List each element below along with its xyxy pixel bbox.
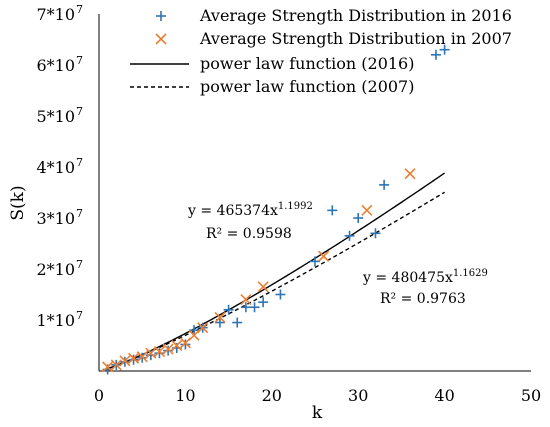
- data-point-2016: [128, 354, 139, 365]
- legend-symbol: [156, 11, 166, 21]
- x-tick-label: 50: [521, 386, 541, 405]
- data-point-2007: [197, 322, 209, 334]
- data-point-2007: [162, 343, 174, 355]
- y-tick-label-exponent: 7: [76, 54, 83, 67]
- data-point-2016: [258, 297, 269, 308]
- fit-r2-2016: R² = 0.9598: [206, 226, 292, 242]
- data-point-2007: [110, 359, 122, 371]
- legend-entry: power law function (2007): [130, 77, 414, 96]
- data-point-2016: [214, 317, 225, 328]
- y-tick-label-exponent: 7: [76, 105, 83, 118]
- data-point-2007: [214, 311, 226, 324]
- data-point-2007: [127, 352, 140, 364]
- y-tick-label-exponent: 7: [76, 3, 83, 16]
- data-point-2016: [275, 289, 286, 300]
- y-tick-label: 3*10: [36, 209, 75, 228]
- data-point-2007: [102, 361, 114, 373]
- x-tick-label: 10: [175, 386, 195, 405]
- data-point-2016: [344, 230, 355, 241]
- legend: Average Strength Distribution in 2016 Ave…: [130, 6, 512, 96]
- legend-label: power law function (2007): [200, 77, 414, 96]
- fit-equation-2007-base: y = 480475x: [362, 270, 453, 286]
- data-point-2007: [136, 351, 148, 363]
- y-tick-label: 4*10: [36, 158, 75, 177]
- fit-equation-2007: y = 480475x1.1629: [362, 268, 488, 286]
- y-tick-label: 1*10: [36, 311, 75, 330]
- data-point-2007: [119, 355, 131, 367]
- legend-entry: Average Strength Distribution in 2007: [155, 29, 512, 48]
- x-tick-label: 20: [262, 386, 282, 405]
- data-point-2016: [430, 49, 441, 60]
- data-point-2007: [240, 294, 252, 306]
- y-axis-label: S(k): [8, 185, 28, 220]
- fit-annotation-2016: y = 465374x1.1992 R² = 0.9598: [187, 201, 313, 242]
- data-point-2016: [223, 304, 234, 315]
- fit-equation-2016-base: y = 465374x: [187, 203, 278, 219]
- axes: [98, 14, 531, 372]
- data-point-2016: [353, 213, 364, 223]
- fit-equation-2016: y = 465374x1.1992: [187, 201, 313, 219]
- fit-annotation-2007: y = 480475x1.1629 R² = 0.9763: [362, 268, 488, 307]
- legend-label: Average Strength Distribution in 2007: [199, 29, 512, 48]
- x-tick-labels: 0 10 20 30 40 50: [94, 386, 541, 405]
- data-point-2007: [257, 281, 269, 293]
- data-point-2007: [404, 168, 416, 180]
- x-axis-label: k: [312, 403, 323, 423]
- data-point-2007: [153, 346, 166, 358]
- data-point-2016: [310, 256, 320, 267]
- data-point-2016: [232, 317, 243, 328]
- fit-line-2007: [107, 191, 445, 370]
- y-tick-label-exponent: 7: [76, 309, 83, 322]
- data-point-2016: [189, 325, 200, 336]
- y-tick-label: 7*10: [36, 5, 75, 24]
- data-point-2007: [145, 347, 157, 359]
- x-tick-label: 40: [434, 386, 454, 405]
- data-points: [102, 44, 450, 375]
- data-point-2016: [163, 345, 174, 356]
- y-tick-label: 6*10: [36, 56, 75, 75]
- y-tick-label-exponent: 7: [76, 258, 83, 271]
- y-tick-label-exponent: 7: [76, 207, 83, 220]
- data-point-2016: [180, 339, 191, 350]
- y-tick-label: 5*10: [36, 107, 75, 126]
- data-point-2007: [361, 204, 373, 216]
- data-point-2016: [379, 179, 390, 190]
- y-tick-labels: 1*10 72*10 73*10 74*10 75*10 76*10 77*10 7: [36, 3, 83, 330]
- legend-label: Average Strength Distribution in 2016: [199, 6, 512, 25]
- y-tick-label-exponent: 7: [76, 156, 83, 169]
- data-point-2016: [439, 44, 450, 55]
- data-point-2007: [171, 339, 183, 352]
- fit-equation-2007-exponent: 1.1629: [453, 268, 488, 279]
- x-tick-label: 0: [94, 386, 104, 405]
- data-point-2016: [154, 348, 165, 359]
- x-tick-label: 30: [348, 386, 368, 405]
- data-point-2016: [249, 302, 260, 313]
- data-point-2016: [370, 228, 381, 239]
- data-point-2016: [240, 302, 251, 313]
- fit-equation-2016-exponent: 1.1992: [278, 201, 313, 212]
- data-point-2007: [318, 250, 330, 262]
- legend-label: power law function (2016): [200, 54, 414, 73]
- data-point-2016: [145, 350, 156, 361]
- data-point-2016: [327, 205, 338, 216]
- y-tick-label: 2*10: [36, 260, 75, 279]
- legend-symbol: [155, 33, 167, 45]
- legend-entry: Average Strength Distribution in 2016: [156, 6, 512, 25]
- legend-entry: power law function (2016): [130, 54, 414, 73]
- fit-r2-2007: R² = 0.9763: [380, 291, 466, 307]
